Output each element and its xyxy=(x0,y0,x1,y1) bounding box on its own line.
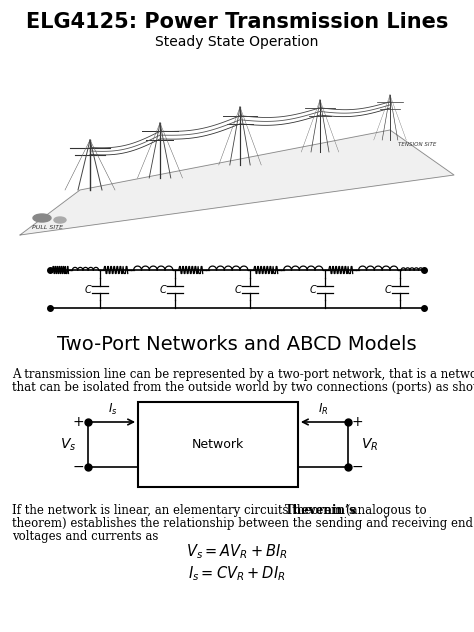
Polygon shape xyxy=(20,130,454,235)
Text: $C$: $C$ xyxy=(159,283,167,295)
Text: A transmission line can be represented by a two-port network, that is a network: A transmission line can be represented b… xyxy=(12,368,474,381)
Text: TENSION SITE: TENSION SITE xyxy=(398,142,437,147)
Text: $C$: $C$ xyxy=(234,283,242,295)
Text: PULL SITE: PULL SITE xyxy=(32,225,63,230)
Text: voltages and currents as: voltages and currents as xyxy=(12,530,158,543)
Text: Two-Port Networks and ABCD Models: Two-Port Networks and ABCD Models xyxy=(57,336,417,355)
Ellipse shape xyxy=(54,217,66,223)
Text: $V_s = AV_R + BI_R$: $V_s = AV_R + BI_R$ xyxy=(186,543,288,561)
Text: that can be isolated from the outside world by two connections (ports) as shown:: that can be isolated from the outside wo… xyxy=(12,381,474,394)
Text: theorem) establishes the relationship between the sending and receiving end: theorem) establishes the relationship be… xyxy=(12,517,473,530)
Bar xyxy=(138,402,298,487)
Text: Steady State Operation: Steady State Operation xyxy=(155,35,319,49)
Text: +: + xyxy=(352,415,364,429)
Text: $C$: $C$ xyxy=(309,283,318,295)
Text: $I_s = CV_R + DI_R$: $I_s = CV_R + DI_R$ xyxy=(188,564,286,583)
Text: $V_s$: $V_s$ xyxy=(60,436,76,453)
Text: Network: Network xyxy=(192,438,244,451)
Text: −: − xyxy=(73,460,84,474)
Text: $I_R$: $I_R$ xyxy=(318,401,328,416)
Text: If the network is linear, an elementary circuits theorem (analogous to Thevenin’: If the network is linear, an elementary … xyxy=(12,504,474,517)
Text: $V_R$: $V_R$ xyxy=(361,436,379,453)
Text: −: − xyxy=(352,460,364,474)
Text: Thevenin’s: Thevenin’s xyxy=(285,504,357,517)
Text: $I_s$: $I_s$ xyxy=(108,401,118,416)
Text: $C$: $C$ xyxy=(83,283,92,295)
Text: ELG4125: Power Transmission Lines: ELG4125: Power Transmission Lines xyxy=(26,12,448,32)
Text: +: + xyxy=(73,415,84,429)
Ellipse shape xyxy=(33,214,51,222)
Text: If the network is linear, an elementary circuits theorem (analogous to: If the network is linear, an elementary … xyxy=(12,504,430,517)
Text: $C$: $C$ xyxy=(383,283,392,295)
